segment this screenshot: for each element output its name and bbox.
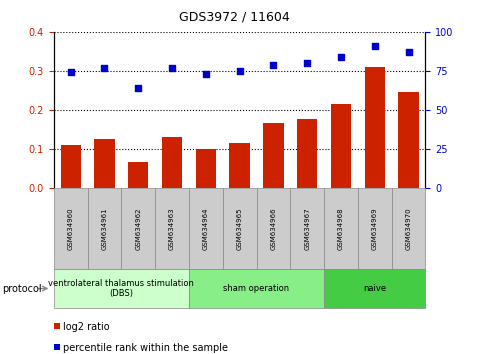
Text: GSM634970: GSM634970 — [405, 207, 411, 250]
Bar — [324, 269, 425, 308]
Text: ventrolateral thalamus stimulation
(DBS): ventrolateral thalamus stimulation (DBS) — [48, 279, 194, 298]
Bar — [256, 188, 290, 269]
Point — [370, 43, 378, 49]
Point — [101, 65, 108, 70]
Bar — [391, 188, 425, 269]
Point — [303, 60, 310, 66]
Text: GSM634965: GSM634965 — [236, 207, 242, 250]
Bar — [222, 188, 256, 269]
Bar — [364, 67, 384, 188]
Bar — [162, 137, 182, 188]
Bar — [229, 143, 249, 188]
Text: GSM634961: GSM634961 — [102, 207, 107, 250]
Text: percentile rank within the sample: percentile rank within the sample — [62, 343, 227, 353]
Text: GSM634969: GSM634969 — [371, 207, 377, 250]
Text: GSM634968: GSM634968 — [337, 207, 343, 250]
Text: GDS3972 / 11604: GDS3972 / 11604 — [179, 11, 289, 24]
Text: GSM634966: GSM634966 — [270, 207, 276, 250]
Bar — [195, 149, 216, 188]
Bar — [54, 269, 188, 308]
Text: log2 ratio: log2 ratio — [62, 322, 109, 332]
Text: protocol: protocol — [2, 284, 42, 293]
Bar — [290, 188, 324, 269]
Bar — [94, 139, 114, 188]
Bar — [357, 188, 391, 269]
Text: GSM634962: GSM634962 — [135, 207, 141, 250]
Bar — [87, 188, 121, 269]
Text: GSM634964: GSM634964 — [203, 207, 208, 250]
Bar — [398, 92, 418, 188]
Point — [404, 49, 411, 55]
Bar — [188, 269, 324, 308]
Text: GSM634960: GSM634960 — [67, 207, 74, 250]
Bar — [330, 104, 350, 188]
Bar — [128, 162, 148, 188]
Bar — [296, 120, 317, 188]
Point — [168, 65, 176, 70]
Text: GSM634967: GSM634967 — [304, 207, 309, 250]
Bar — [61, 145, 81, 188]
Point — [235, 68, 243, 74]
Bar — [54, 188, 87, 269]
Text: naive: naive — [363, 284, 386, 293]
Bar — [121, 188, 155, 269]
Text: GSM634963: GSM634963 — [169, 207, 175, 250]
Text: sham operation: sham operation — [223, 284, 289, 293]
Bar — [324, 188, 357, 269]
Bar — [263, 124, 283, 188]
Point — [202, 71, 209, 77]
Point — [269, 62, 277, 67]
Point — [134, 85, 142, 91]
Point — [336, 54, 344, 59]
Bar — [188, 188, 222, 269]
Point — [67, 69, 75, 75]
Bar — [155, 188, 188, 269]
